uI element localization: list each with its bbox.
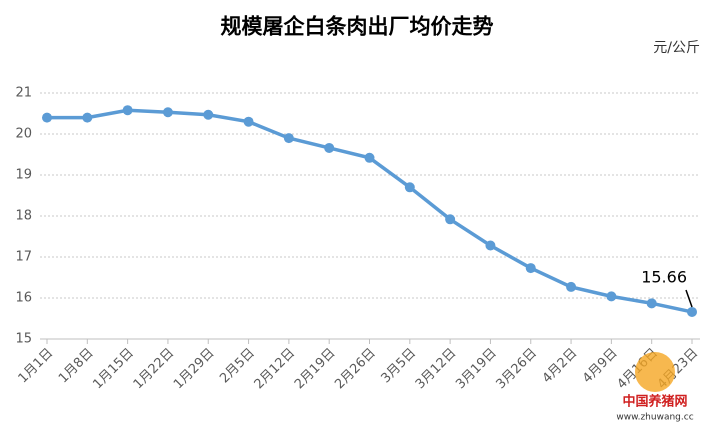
point	[646, 298, 657, 309]
x-tick-label: 2月12日	[252, 346, 299, 393]
leader-line	[685, 289, 693, 308]
point	[485, 240, 496, 251]
point	[243, 116, 254, 127]
x-tick-label: 1月1日	[16, 346, 57, 387]
x-tick-label: 1月29日	[171, 346, 218, 393]
y-tick-label: 18	[15, 209, 32, 224]
x-tick-label: 2月26日	[332, 346, 379, 393]
point	[687, 306, 697, 317]
x-tick-label: 1月15日	[90, 346, 137, 393]
point	[566, 281, 577, 292]
watermark-logo	[635, 352, 675, 392]
x-tick-label: 3月19日	[453, 346, 500, 393]
y-tick-label: 20	[15, 127, 32, 142]
watermark-name: 中国养猪网	[622, 394, 687, 410]
y-tick-label: 21	[15, 86, 32, 101]
x-tick-label: 1月22日	[131, 346, 178, 393]
x-tick-label: 2月19日	[292, 346, 339, 393]
x-tick-label: 4月2日	[540, 346, 581, 387]
point	[445, 214, 456, 225]
series-line	[47, 108, 693, 314]
point	[525, 263, 536, 274]
point	[122, 105, 133, 116]
point	[82, 112, 93, 123]
x-tick-label: 3月12日	[413, 346, 460, 393]
y-tick-label: 19	[15, 168, 32, 183]
watermark: 中国养猪网 www.zhuwang.cc	[616, 352, 694, 423]
point	[364, 152, 375, 163]
point	[42, 112, 52, 123]
point	[162, 107, 173, 118]
chart-title: 规模屠企白条肉出厂均价走势	[221, 14, 494, 39]
x-tick-label: 3月26日	[494, 346, 541, 393]
point	[203, 109, 214, 120]
point	[324, 142, 335, 153]
unit-label: 元/公斤	[653, 40, 700, 56]
y-tick-label: 15	[15, 332, 32, 347]
point	[283, 133, 294, 144]
point	[404, 182, 415, 193]
y-tick-label: 16	[15, 291, 32, 306]
watermark-url: www.zhuwang.cc	[616, 413, 693, 423]
y-tick-label: 17	[15, 250, 32, 265]
data-label: 15.66	[641, 267, 687, 286]
point	[606, 291, 617, 302]
